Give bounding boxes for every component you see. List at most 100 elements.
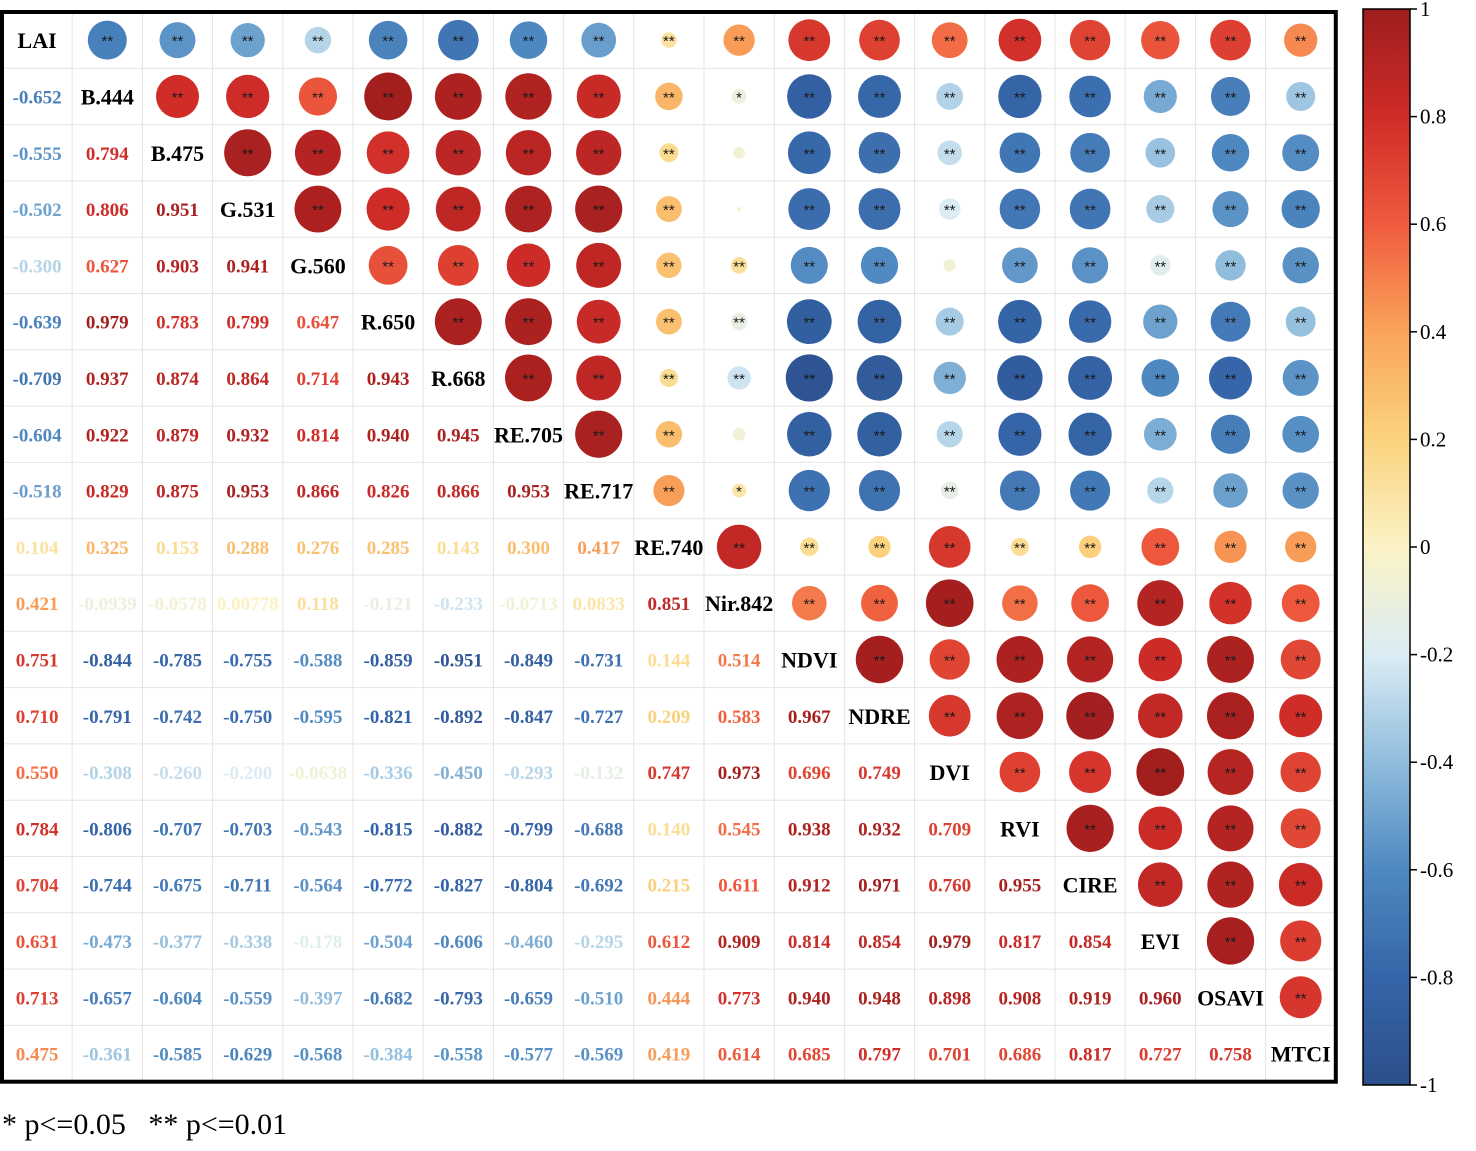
significance-mark: ** (593, 315, 605, 332)
variable-label: B.475 (151, 141, 204, 166)
significance-mark: ** (874, 371, 886, 388)
correlation-value: -0.742 (153, 707, 202, 728)
correlation-value: -0.300 (13, 256, 62, 277)
significance-mark: ** (1014, 765, 1026, 782)
correlation-circle (998, 18, 1042, 62)
correlation-circle (732, 483, 747, 498)
correlation-circle (727, 366, 751, 390)
significance-mark: * (736, 89, 742, 106)
correlation-value: 0.143 (437, 538, 480, 559)
correlation-circle (1143, 304, 1178, 339)
correlation-value: -0.559 (223, 988, 272, 1009)
significance-mark: ** (1295, 540, 1307, 557)
correlation-circle (435, 186, 481, 232)
correlation-circle (1279, 694, 1323, 738)
correlation-circle (860, 246, 899, 284)
correlation-circle (1210, 76, 1251, 117)
significance-mark: ** (452, 146, 464, 163)
significance-mark: ** (803, 427, 815, 444)
correlation-value: 0.444 (648, 988, 691, 1009)
correlation-value: -0.577 (504, 1045, 554, 1066)
correlation-value: 0.940 (788, 988, 831, 1009)
significance-mark: ** (1084, 202, 1096, 219)
significance-mark: ** (1014, 709, 1026, 726)
significance-mark: ** (1295, 934, 1307, 951)
correlation-value: 0.783 (156, 313, 199, 334)
correlation-circle (1137, 580, 1184, 627)
variable-label: Nir.842 (705, 591, 773, 616)
correlation-value: 0.285 (367, 538, 410, 559)
correlation-value: 0.912 (788, 876, 831, 897)
correlation-circle (790, 246, 828, 284)
correlation-circle (1071, 247, 1109, 284)
significance-mark: ** (452, 33, 464, 50)
correlation-circle (931, 22, 968, 59)
correlation-circle (730, 313, 748, 331)
colorbar-tick-label: -0.8 (1420, 965, 1453, 989)
correlation-value: -0.543 (293, 819, 342, 840)
correlation-value: 0.144 (648, 650, 691, 671)
correlation-circle (434, 73, 482, 120)
correlation-circle (1281, 584, 1320, 623)
significance-mark: ** (874, 315, 886, 332)
correlation-value: -0.0578 (148, 594, 207, 615)
correlation-circle (576, 130, 622, 176)
correlation-value: -0.588 (293, 650, 342, 671)
significance-mark: ** (1154, 33, 1166, 50)
significance-mark: ** (1014, 484, 1026, 501)
correlation-circle (1066, 804, 1114, 852)
significance-mark: ** (1084, 765, 1096, 782)
significance-mark: ** (663, 484, 675, 501)
correlation-value: -0.844 (83, 650, 133, 671)
significance-mark: ** (1154, 652, 1166, 669)
correlation-value: -0.0713 (499, 594, 558, 615)
correlation-circle (656, 308, 682, 335)
correlation-value: -0.585 (153, 1045, 202, 1066)
correlation-circle (998, 412, 1042, 456)
correlation-circle (505, 73, 552, 120)
significance-mark: ** (1154, 371, 1166, 388)
significance-mark: ** (523, 258, 535, 275)
correlation-value: -0.510 (574, 988, 623, 1009)
correlation-value: -0.460 (504, 932, 553, 953)
correlation-circle (791, 585, 827, 621)
correlation-circle (1210, 414, 1251, 454)
significance-mark: ** (593, 202, 605, 219)
variable-label: R.668 (431, 366, 485, 391)
correlation-value: -0.336 (364, 763, 413, 784)
correlation-value: -0.558 (434, 1045, 483, 1066)
significance-mark: ** (1154, 709, 1166, 726)
correlation-value: -0.604 (13, 425, 63, 446)
correlation-value: 0.710 (16, 707, 59, 728)
significance-mark: ** (1154, 146, 1166, 163)
colorbar-tick-label: -0.6 (1420, 858, 1453, 882)
significance-mark: ** (1014, 33, 1026, 50)
correlation-value: 0.973 (718, 763, 761, 784)
variable-label: R.650 (361, 310, 415, 335)
correlation-value: 0.704 (16, 876, 59, 897)
correlation-value: 0.794 (86, 144, 129, 165)
correlation-chart: LAI ** ** ** ** ** ** ** ** ** ** ** ** ** ** ** ** ** **-… (0, 0, 1454, 1097)
significance-mark: ** (382, 33, 394, 50)
significance-mark: ** (803, 484, 815, 501)
significance-mark: ** (452, 202, 464, 219)
colorbar-gradient (1362, 8, 1411, 1086)
significance-mark: ** (1225, 765, 1237, 782)
correlation-value: 0.140 (648, 819, 691, 840)
correlation-circle (1141, 359, 1180, 397)
correlation-value: 0.953 (507, 482, 550, 503)
correlation-value: 0.875 (156, 482, 199, 503)
correlation-value: 0.749 (858, 763, 901, 784)
significance-mark: ** (874, 33, 886, 50)
significance-mark: ** (1084, 146, 1096, 163)
correlation-circle (1206, 917, 1255, 965)
correlation-value: 0.276 (297, 538, 340, 559)
significance-mark: ** (1225, 89, 1237, 106)
significance-mark: ** (1225, 371, 1237, 388)
correlation-value: -0.0638 (289, 763, 348, 784)
significance-mark: ** (663, 89, 675, 106)
correlation-circle (857, 412, 902, 457)
correlation-circle (659, 143, 679, 163)
significance-mark: ** (382, 258, 394, 275)
significance-mark: ** (312, 89, 324, 106)
